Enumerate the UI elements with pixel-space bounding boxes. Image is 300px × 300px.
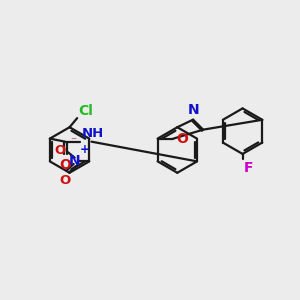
Text: O: O bbox=[54, 144, 66, 157]
Text: F: F bbox=[244, 160, 254, 175]
Text: N: N bbox=[187, 103, 199, 117]
Text: ⁻: ⁻ bbox=[70, 135, 77, 148]
Text: O: O bbox=[59, 158, 71, 172]
Text: Cl: Cl bbox=[79, 103, 94, 118]
Text: O: O bbox=[176, 132, 188, 145]
Text: +: + bbox=[80, 143, 90, 156]
Text: NH: NH bbox=[82, 127, 104, 140]
Text: O: O bbox=[59, 174, 70, 188]
Text: N: N bbox=[69, 154, 80, 168]
